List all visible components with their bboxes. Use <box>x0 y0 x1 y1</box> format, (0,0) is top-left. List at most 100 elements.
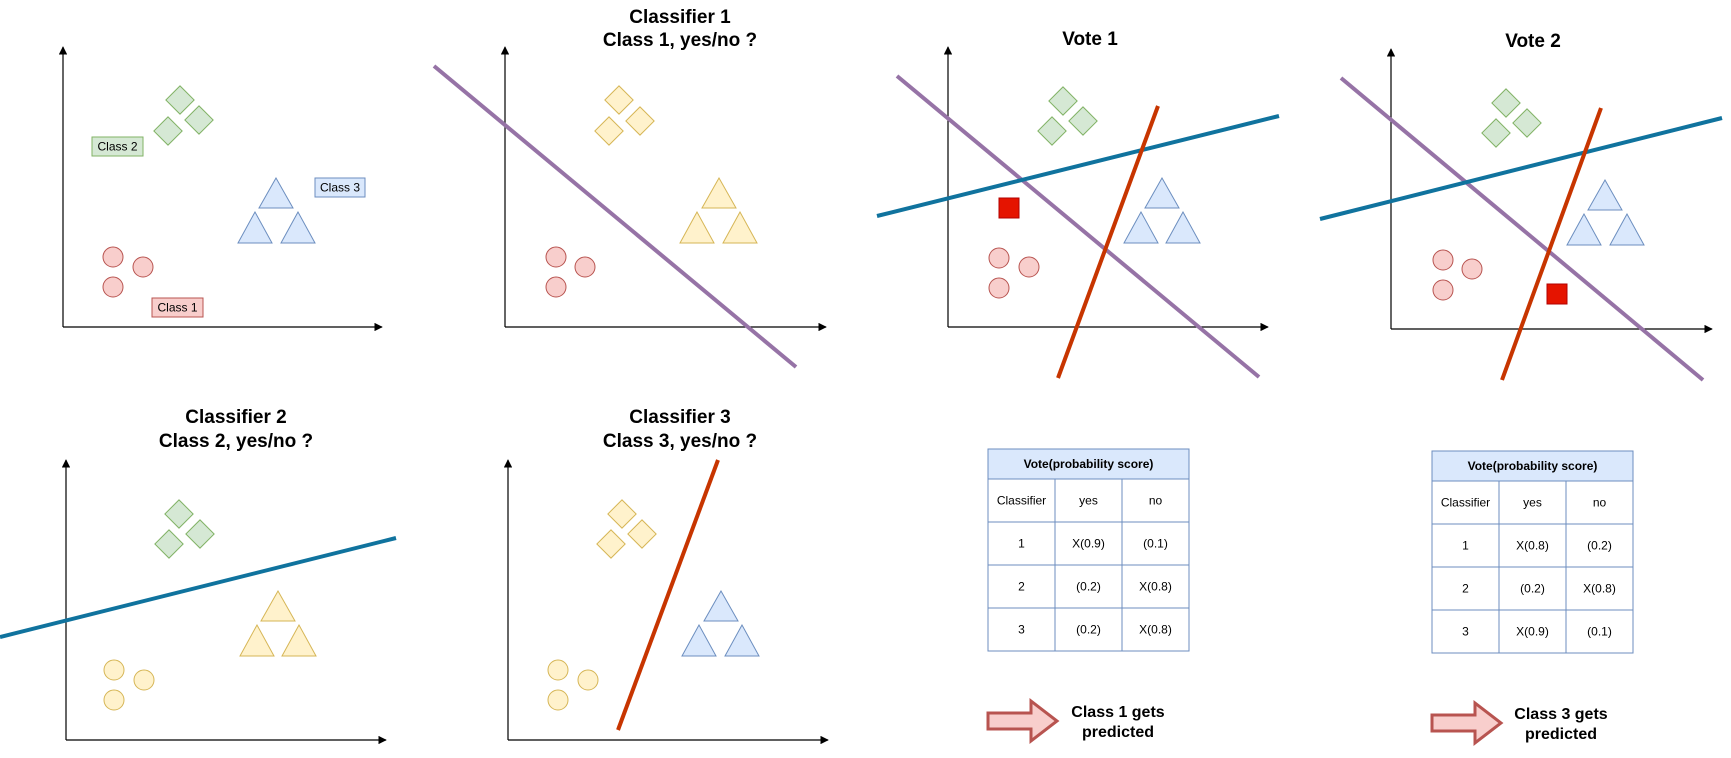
table-cell: X(0.9) <box>1072 537 1105 551</box>
diamond-point <box>1068 106 1098 136</box>
prediction-text-line2: predicted <box>1525 726 1597 743</box>
class3-points <box>681 589 760 657</box>
right-arrow-icon <box>986 697 1060 745</box>
class3-points <box>1123 176 1201 244</box>
diamond-group <box>594 85 655 146</box>
diamond-point <box>1512 108 1542 138</box>
class2-label-box: Class 2 <box>91 136 144 157</box>
triangle-point <box>1165 210 1201 244</box>
table-cell: 3 <box>1018 623 1025 637</box>
panel-vote1: Vote 1 <box>876 29 1280 379</box>
triangle-point <box>280 210 316 244</box>
diamond-point <box>153 116 183 146</box>
circle-point <box>103 689 125 711</box>
table-cell: X(0.8) <box>1516 539 1549 553</box>
class2-label: Class 2 <box>97 140 137 154</box>
circle-point <box>1432 249 1454 271</box>
triangle-point <box>258 176 294 209</box>
diamond-point <box>596 529 626 559</box>
table-cell: 2 <box>1462 582 1469 596</box>
triangle-point <box>703 589 739 622</box>
header-cell: Classifier <box>997 494 1046 508</box>
triangle-point <box>681 623 717 657</box>
circle-point <box>1432 279 1454 301</box>
class1-points <box>1432 249 1483 301</box>
table-row: 3 (0.2) X(0.8) <box>987 607 1190 652</box>
circle-point <box>577 669 599 691</box>
circle-point <box>545 276 567 298</box>
class2-points <box>153 85 214 146</box>
prediction-1: Class 1 gets predicted <box>986 697 1165 745</box>
prediction-text-line1: Class 1 gets <box>1071 704 1164 721</box>
class2-points <box>1481 88 1542 148</box>
circle-point <box>547 689 569 711</box>
right-arrow-icon <box>1430 699 1504 747</box>
diamond-point <box>1491 88 1521 118</box>
table-header-row: Classifier yes no <box>987 478 1190 523</box>
classifier2-boundary <box>0 536 397 639</box>
classifier1-boundary <box>895 74 1261 379</box>
header-cell: no <box>1149 494 1163 508</box>
classifier3-boundary <box>1056 105 1160 379</box>
diamond-group <box>596 499 657 559</box>
triangle-point <box>239 623 275 657</box>
triangle-point <box>1587 178 1623 211</box>
table-cell: 2 <box>1018 580 1025 594</box>
panel-vote2: Vote 2 <box>1319 31 1723 382</box>
classifier2-subtitle: Class 2, yes/no ? <box>159 431 313 452</box>
diamond-point <box>1048 86 1078 116</box>
diamond-point <box>164 499 194 529</box>
diamond-point <box>1037 116 1067 146</box>
circle-point <box>132 256 154 278</box>
class2-points <box>1037 86 1098 146</box>
vote1-title: Vote 1 <box>1062 29 1118 50</box>
circle-group <box>547 659 599 711</box>
circle-point <box>988 277 1010 299</box>
classifier3-title: Classifier 3 <box>629 407 730 428</box>
prediction-text-line2: predicted <box>1082 724 1154 741</box>
triangle-point <box>701 176 737 209</box>
class3-label: Class 3 <box>320 181 360 195</box>
circle-point <box>547 659 569 681</box>
table-cell: X(0.8) <box>1583 582 1616 596</box>
triangle-point <box>679 210 715 244</box>
circle-point <box>1018 256 1040 278</box>
circle-point <box>133 669 155 691</box>
table-row: 1 X(0.9) (0.1) <box>987 521 1190 566</box>
circle-point <box>1461 258 1483 280</box>
header-cell: no <box>1593 496 1607 510</box>
classifier1-boundary <box>1339 76 1705 382</box>
table-cell: (0.1) <box>1143 537 1168 551</box>
vote2-title: Vote 2 <box>1505 31 1561 52</box>
circle-point <box>102 276 124 298</box>
class1-label: Class 1 <box>157 301 197 315</box>
prediction-text-line1: Class 3 gets <box>1514 706 1607 723</box>
diamond-point <box>594 116 624 146</box>
circle-point <box>574 256 596 278</box>
vote-table-2: Vote(probability score) Classifier yes n… <box>1431 450 1634 654</box>
diamond-point <box>185 519 215 549</box>
triangle-group <box>679 176 758 244</box>
table-cell: (0.2) <box>1076 623 1101 637</box>
classifier2-boundary <box>876 114 1280 218</box>
table-title: Vote(probability score) <box>1024 457 1154 471</box>
classifier2-boundary <box>1319 116 1723 221</box>
circle-point <box>545 246 567 268</box>
triangle-point <box>1566 212 1602 246</box>
table-cell: X(0.9) <box>1516 625 1549 639</box>
prediction-2: Class 3 gets predicted <box>1430 699 1608 747</box>
table-cell: (0.2) <box>1587 539 1612 553</box>
triangle-point <box>1609 212 1645 246</box>
diamond-point <box>604 85 634 115</box>
table-cell: (0.2) <box>1520 582 1545 596</box>
table-row: 2 (0.2) X(0.8) <box>1431 566 1634 611</box>
panel-classifier2: Classifier 2 Class 2, yes/no ? <box>0 407 397 745</box>
diamond-point <box>165 85 195 115</box>
classifier3-boundary <box>1500 107 1603 381</box>
panel-classifier3: Classifier 3 Class 3, yes/no ? <box>503 407 829 745</box>
class1-label-box: Class 1 <box>151 297 204 318</box>
diamond-point <box>627 519 657 549</box>
classifier3-boundary <box>616 459 720 731</box>
table-row: 1 X(0.8) (0.2) <box>1431 523 1634 568</box>
